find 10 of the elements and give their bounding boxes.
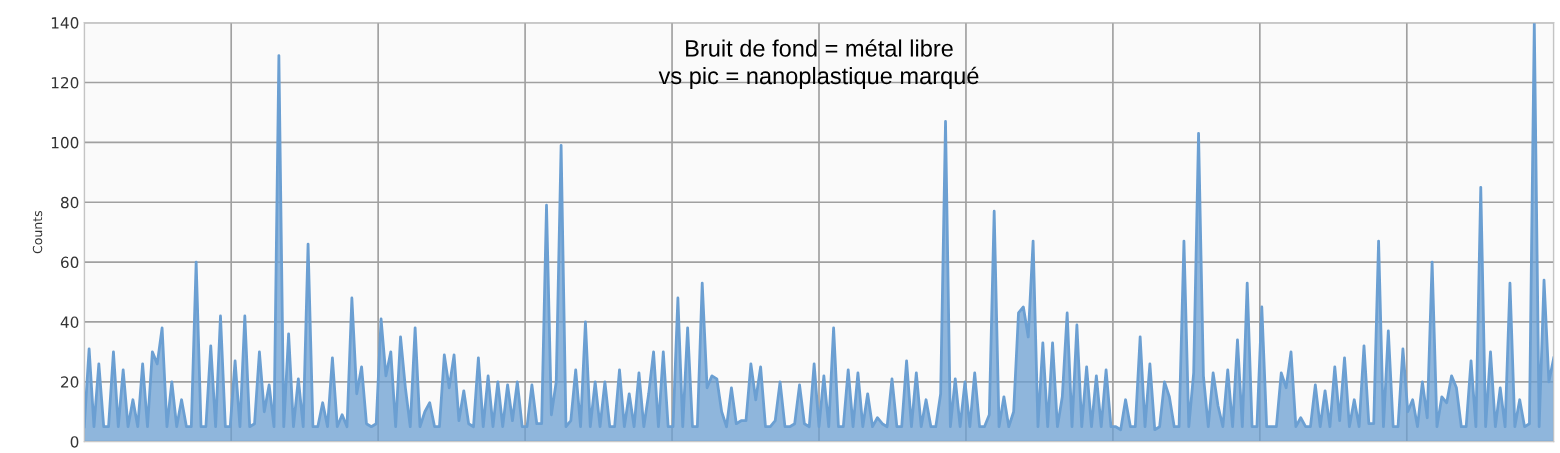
y-tick-label: 120 [51, 76, 79, 89]
y-tick-label: 100 [51, 136, 79, 149]
y-tick-label: 60 [61, 256, 79, 269]
y-tick-label: 0 [70, 436, 79, 448]
y-tick-label: 40 [60, 316, 79, 328]
y-tick-label: 20 [61, 376, 79, 388]
y-axis-title: Counts [32, 210, 43, 254]
y-tick-label: 80 [60, 196, 79, 209]
annotation: Bruit de fond = métal libre vs pic = nanoplastique marqué [658, 39, 979, 89]
y-tick-label: 140 [51, 17, 79, 29]
